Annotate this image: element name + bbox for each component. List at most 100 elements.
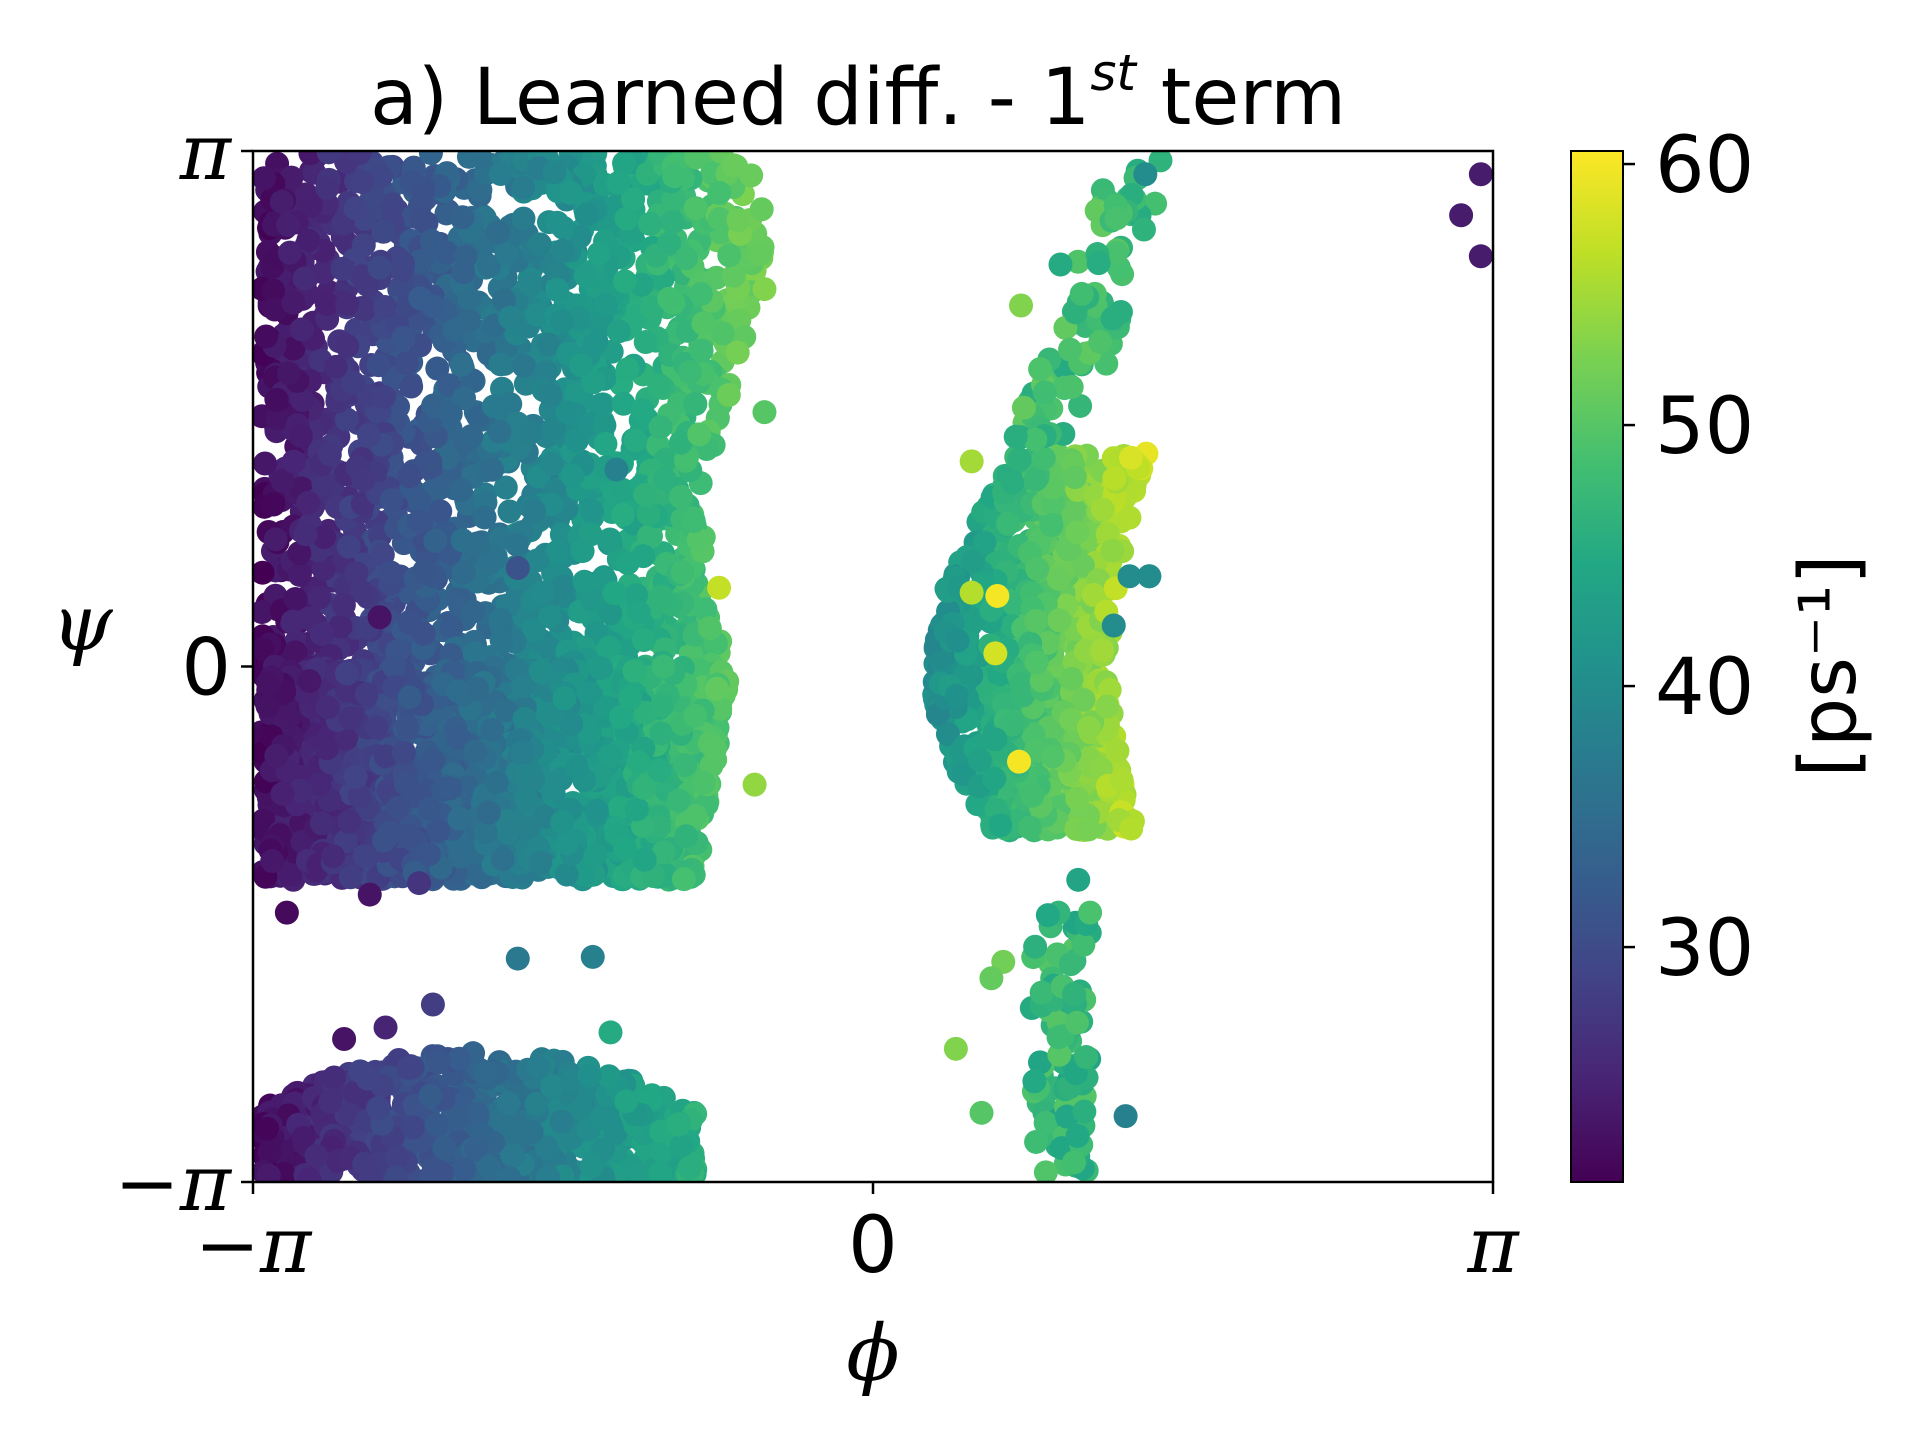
scatter-point <box>367 255 392 280</box>
scatter-point <box>959 449 984 474</box>
scatter-point <box>707 575 732 600</box>
scatter-point <box>630 397 655 422</box>
scatter-point <box>426 818 451 843</box>
scatter-point <box>451 560 476 585</box>
scatter-point <box>1023 467 1048 492</box>
scatter-point <box>1029 668 1054 693</box>
scatter-point <box>438 776 463 801</box>
scatter-point <box>1059 375 1084 400</box>
scatter-point <box>1059 666 1084 691</box>
scatter-point <box>317 442 342 467</box>
scatter-point <box>449 352 474 377</box>
scatter-point <box>631 628 656 653</box>
scatter-point <box>311 471 336 496</box>
scatter-point <box>328 614 353 639</box>
scatter-point <box>396 823 421 848</box>
scatter-point <box>253 451 278 476</box>
scatter-point <box>1033 1160 1058 1182</box>
scatter-point <box>347 151 372 166</box>
scatter-point <box>1024 650 1049 675</box>
scatter-point <box>536 332 561 357</box>
scatter-point <box>636 501 661 526</box>
scatter-point <box>579 499 604 524</box>
scatter-point <box>494 242 519 267</box>
scatter-point <box>406 509 431 534</box>
scatter-point <box>335 292 360 317</box>
scatter-point <box>316 151 341 165</box>
scatter-point <box>524 302 549 327</box>
scatter-point <box>633 482 658 507</box>
scatter-point <box>596 1064 621 1089</box>
scatter-point <box>697 616 722 641</box>
scatter-point <box>1065 786 1090 811</box>
scatter-point <box>504 532 529 557</box>
scatter-point <box>580 587 605 612</box>
scatter-point <box>512 706 537 731</box>
scatter-point <box>542 160 567 185</box>
scatter-point <box>670 560 695 585</box>
scatter-point <box>519 1120 544 1145</box>
scatter-point <box>367 605 392 630</box>
scatter-point <box>1058 952 1083 977</box>
scatter-point <box>352 844 377 869</box>
scatter-point <box>264 743 289 768</box>
scatter-point <box>476 551 501 576</box>
scatter-point <box>657 286 682 311</box>
scatter-point <box>568 1097 593 1122</box>
scatter-point <box>669 1133 694 1158</box>
scatter-point <box>522 499 547 524</box>
scatter-point <box>445 1106 470 1131</box>
scatter-point <box>1095 694 1120 719</box>
scatter-point <box>290 388 315 413</box>
scatter-point <box>260 849 285 874</box>
scatter-point <box>277 240 302 265</box>
scatter-point <box>1104 240 1129 265</box>
scatter-point <box>657 231 682 256</box>
scatter-point <box>538 383 563 408</box>
scatter-point <box>611 502 636 527</box>
scatter-point <box>1011 683 1036 708</box>
scatter-point <box>614 206 639 231</box>
scatter-point <box>253 637 275 662</box>
scatter-point <box>476 800 501 825</box>
scatter-point <box>279 165 304 190</box>
scatter-point <box>446 679 471 704</box>
scatter-point <box>935 722 960 747</box>
scatter-point <box>1076 817 1101 842</box>
scatter-point <box>516 817 541 842</box>
scatter-point <box>1133 162 1158 187</box>
scatter-point <box>1105 738 1130 763</box>
scatter-point <box>707 206 732 231</box>
scatter-point <box>666 788 691 813</box>
scatter-point <box>622 659 647 684</box>
scatter-point <box>1086 251 1111 276</box>
scatter-points <box>253 151 1493 1182</box>
scatter-point <box>965 792 990 817</box>
scatter-point <box>541 416 566 441</box>
scatter-point <box>364 715 389 740</box>
scatter-point <box>386 795 411 820</box>
scatter-point <box>391 740 416 765</box>
scatter-point <box>598 601 623 626</box>
scatter-point <box>465 534 490 559</box>
scatter-point <box>447 806 472 831</box>
scatter-point <box>411 176 436 201</box>
scatter-point <box>651 840 676 865</box>
scatter-point <box>648 415 673 440</box>
scatter-point <box>270 781 295 806</box>
scatter-point <box>597 527 622 552</box>
scatter-point <box>1061 498 1086 523</box>
scatter-point <box>262 297 287 322</box>
scatter-point <box>371 828 396 853</box>
scatter-point <box>484 770 509 795</box>
scatter-point <box>257 1139 282 1164</box>
scatter-point <box>666 1112 691 1137</box>
scatter-point <box>983 641 1008 666</box>
scatter-point <box>347 784 372 809</box>
scatter-point <box>1065 1123 1090 1148</box>
scatter-point <box>428 499 453 524</box>
scatter-point <box>1000 470 1025 495</box>
scatter-point <box>493 475 518 500</box>
scatter-point <box>281 449 306 474</box>
scatter-point <box>633 330 658 355</box>
